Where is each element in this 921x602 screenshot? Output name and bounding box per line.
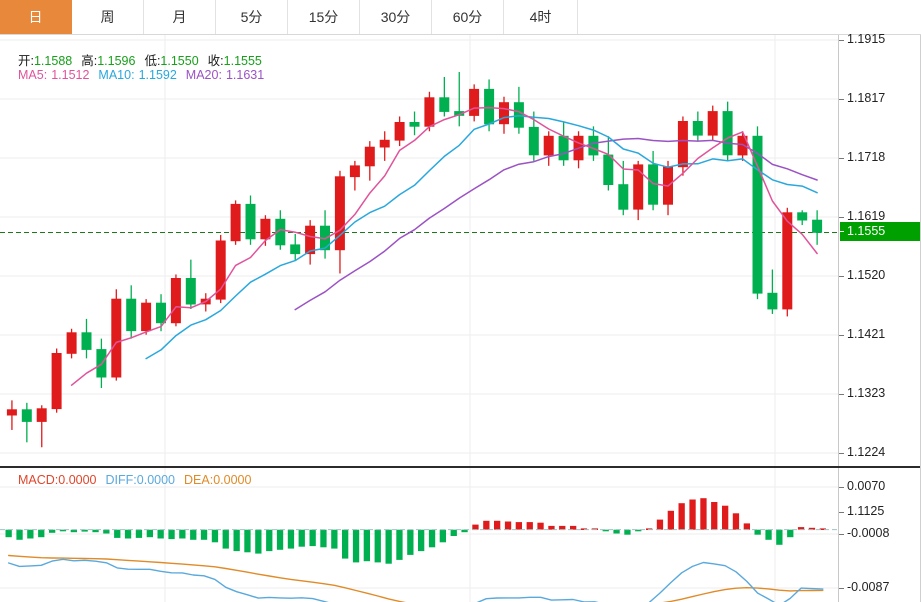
dea-label: DEA: xyxy=(184,473,214,487)
price-chart-pane[interactable] xyxy=(0,35,838,467)
timeframe-tab-3[interactable]: 5分 xyxy=(216,0,288,34)
open-label: 开: xyxy=(18,54,34,68)
price-tick xyxy=(839,276,844,277)
open-value: 1.1588 xyxy=(33,54,73,68)
price-axis-label: 1.1718 xyxy=(847,150,886,164)
price-tick xyxy=(839,217,844,218)
price-axis-label: 1.1421 xyxy=(847,327,886,341)
price-axis: 1.1915 1.1817 1.1718 1.1619 1.1520 1.1421 1.13… xyxy=(838,32,921,602)
timeframe-tab-1[interactable]: 周 xyxy=(72,0,144,34)
price-axis-label: 1.1323 xyxy=(847,386,886,400)
ohlc-legend: 开:1.1588 高:1.1596 低:1.1550 收:1.1555 xyxy=(18,50,262,69)
timeframe-tab-6[interactable]: 60分 xyxy=(432,0,504,34)
price-tick xyxy=(839,158,844,159)
price-axis-label: 1.1817 xyxy=(847,91,886,105)
price-tick xyxy=(839,335,844,336)
pane-divider xyxy=(0,466,838,468)
close-label: 收: xyxy=(207,54,224,68)
ma5-value: 1.1512 xyxy=(51,68,90,82)
ma5-label: MA5: xyxy=(18,68,48,82)
macd-label: MACD: xyxy=(18,473,59,487)
macd-chart-pane[interactable] xyxy=(0,468,838,602)
price-axis-label: 1.1619 xyxy=(847,209,886,223)
current-price-badge: 1.1555 xyxy=(840,222,921,241)
diff-label: DIFF: xyxy=(105,473,137,487)
ma-legend: MA5: 1.1512 MA10: 1.1592 MA20: 1.1631 xyxy=(18,68,264,82)
price-axis-label: 1.1125 xyxy=(847,504,885,518)
diff-value: 0.0000 xyxy=(136,473,175,487)
macd-axis-label: -0.0087 xyxy=(847,580,890,594)
price-tick xyxy=(839,394,844,395)
macd-axis-label: 0.0070 xyxy=(847,479,886,493)
close-value: 1.1555 xyxy=(223,54,262,68)
ma10-value: 1.1592 xyxy=(138,68,177,82)
timeframe-tab-7[interactable]: 4时 xyxy=(504,0,578,34)
high-label: 高: xyxy=(81,54,98,68)
macd-tick xyxy=(839,487,844,488)
timeframe-tab-0[interactable]: 日 xyxy=(0,0,72,34)
price-axis-label: 1.1915 xyxy=(847,32,886,46)
macd-legend: MACD:0.0000 DIFF:0.0000 DEA:0.0000 xyxy=(18,473,251,487)
low-value: 1.1550 xyxy=(160,54,199,68)
macd-tick xyxy=(839,534,844,535)
axis-separator xyxy=(838,466,921,468)
timeframe-tab-4[interactable]: 15分 xyxy=(288,0,360,34)
timeframe-tab-5[interactable]: 30分 xyxy=(360,0,432,34)
macd-tick xyxy=(839,588,844,589)
price-tick xyxy=(839,40,844,41)
ma10-label: MA10: xyxy=(98,68,135,82)
ma20-label: MA20: xyxy=(185,68,222,82)
tabbar-filler xyxy=(578,0,921,34)
price-axis-label: 1.1224 xyxy=(847,445,886,459)
price-tick xyxy=(839,512,844,513)
price-axis-label: 1.1520 xyxy=(847,268,886,282)
price-tick xyxy=(839,453,844,454)
dea-value: 0.0000 xyxy=(213,473,252,487)
candlestick-canvas xyxy=(0,35,838,467)
current-price-tick xyxy=(839,231,844,232)
macd-value: 0.0000 xyxy=(58,473,97,487)
low-label: 低: xyxy=(144,54,161,68)
ma20-value: 1.1631 xyxy=(225,68,265,82)
timeframe-tab-2[interactable]: 月 xyxy=(144,0,216,34)
macd-axis-label: -0.0008 xyxy=(847,526,890,540)
macd-canvas xyxy=(0,468,838,602)
high-value: 1.1596 xyxy=(97,54,136,68)
price-tick xyxy=(839,99,844,100)
